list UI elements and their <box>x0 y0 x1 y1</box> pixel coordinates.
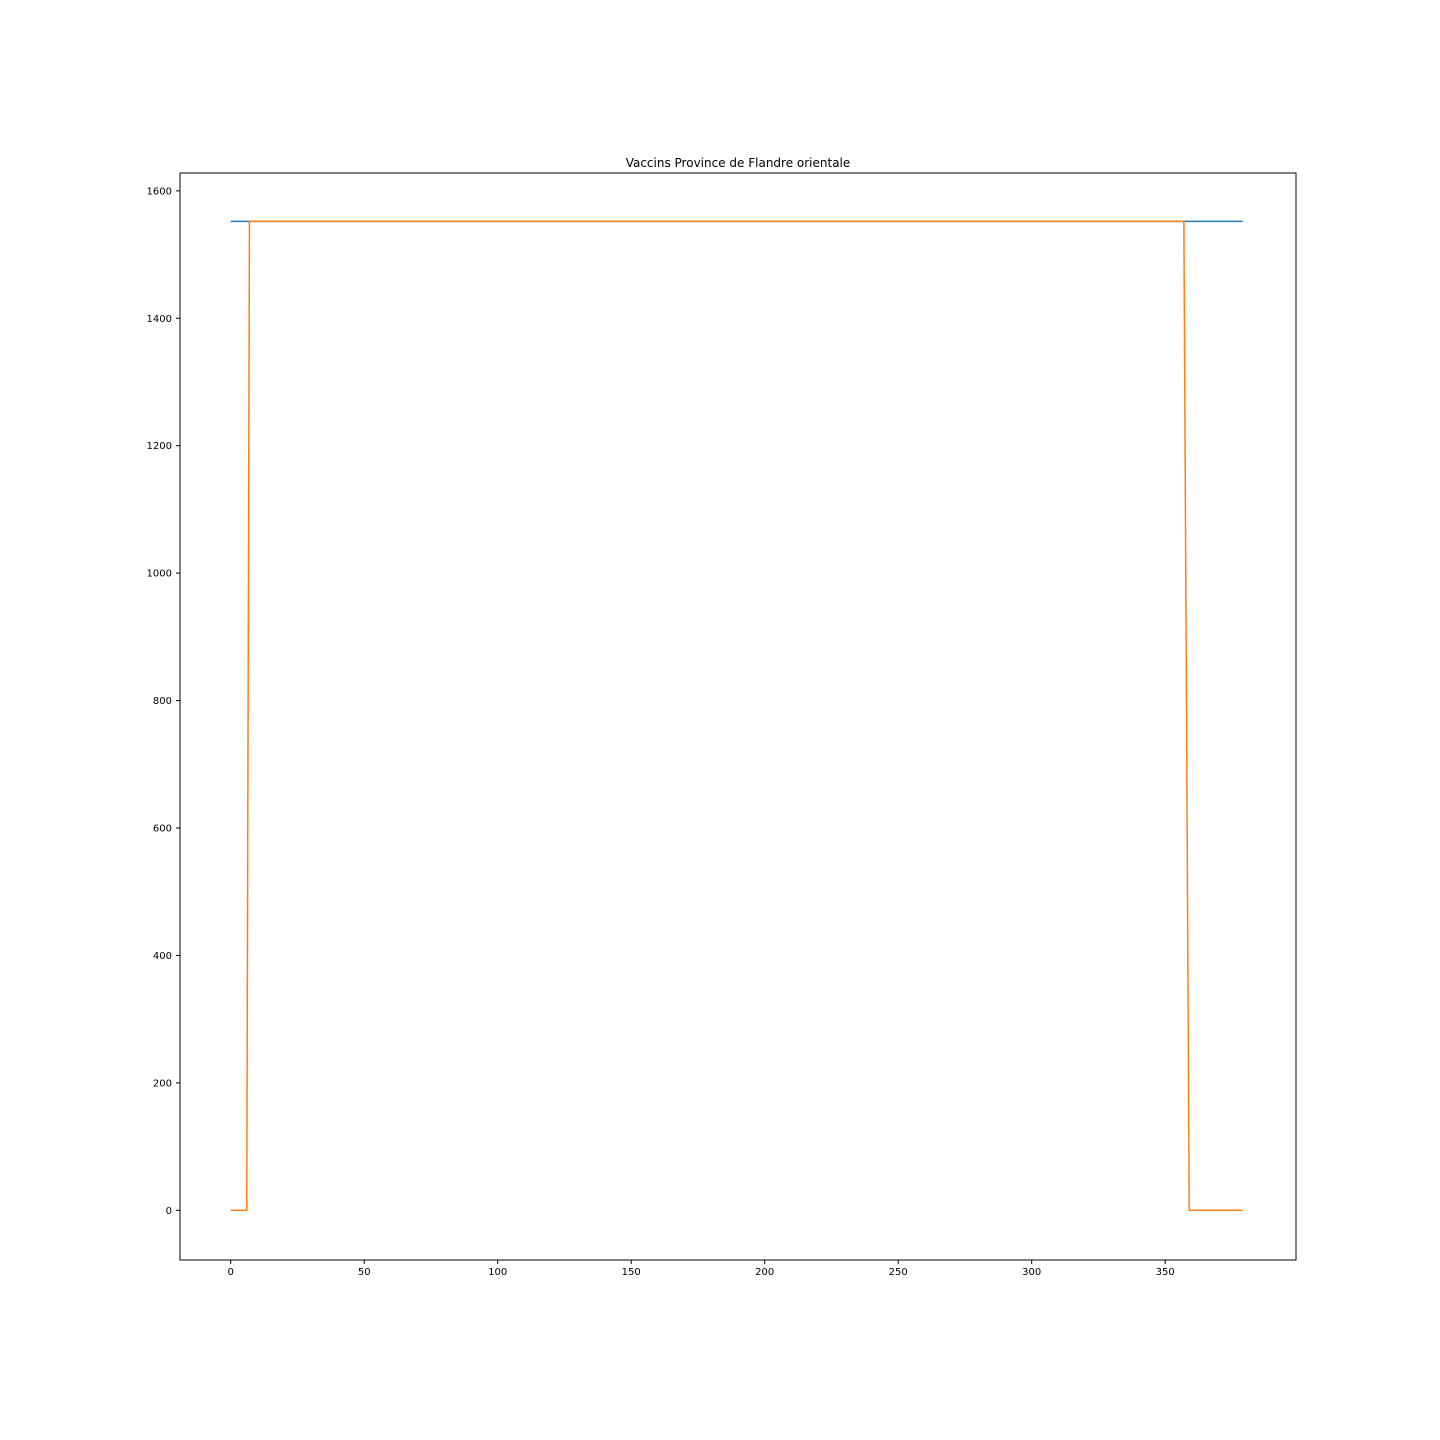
y-tick-label: 1000 <box>147 569 172 580</box>
series-line-2 <box>230 220 1243 1212</box>
y-tick-label: 0 <box>166 1206 172 1217</box>
y-tick-label: 400 <box>153 951 172 962</box>
chart-title: Vaccins Province de Flandre orientale <box>626 156 851 170</box>
y-tick-label: 200 <box>153 1078 172 1089</box>
y-tick-label: 600 <box>153 824 172 835</box>
x-axis: 0 50 100 150 200 250 300 350 <box>228 1260 1175 1278</box>
y-tick-label: 1200 <box>147 441 172 452</box>
y-tick-label: 1400 <box>147 314 172 325</box>
x-tick-label: 100 <box>488 1267 507 1278</box>
plot-area <box>230 220 1243 1212</box>
x-tick-label: 250 <box>889 1267 908 1278</box>
x-tick-label: 300 <box>1022 1267 1041 1278</box>
axes-frame <box>179 172 1297 1261</box>
x-tick-label: 50 <box>358 1267 371 1278</box>
y-tick-label: 800 <box>153 696 172 707</box>
y-tick-label: 1600 <box>147 186 172 197</box>
x-tick-label: 150 <box>622 1267 641 1278</box>
x-tick-label: 0 <box>228 1267 234 1278</box>
x-tick-label: 200 <box>755 1267 774 1278</box>
y-axis: 0 200 400 600 800 1000 1200 1400 1600 <box>147 186 180 1217</box>
x-tick-label: 350 <box>1156 1267 1175 1278</box>
